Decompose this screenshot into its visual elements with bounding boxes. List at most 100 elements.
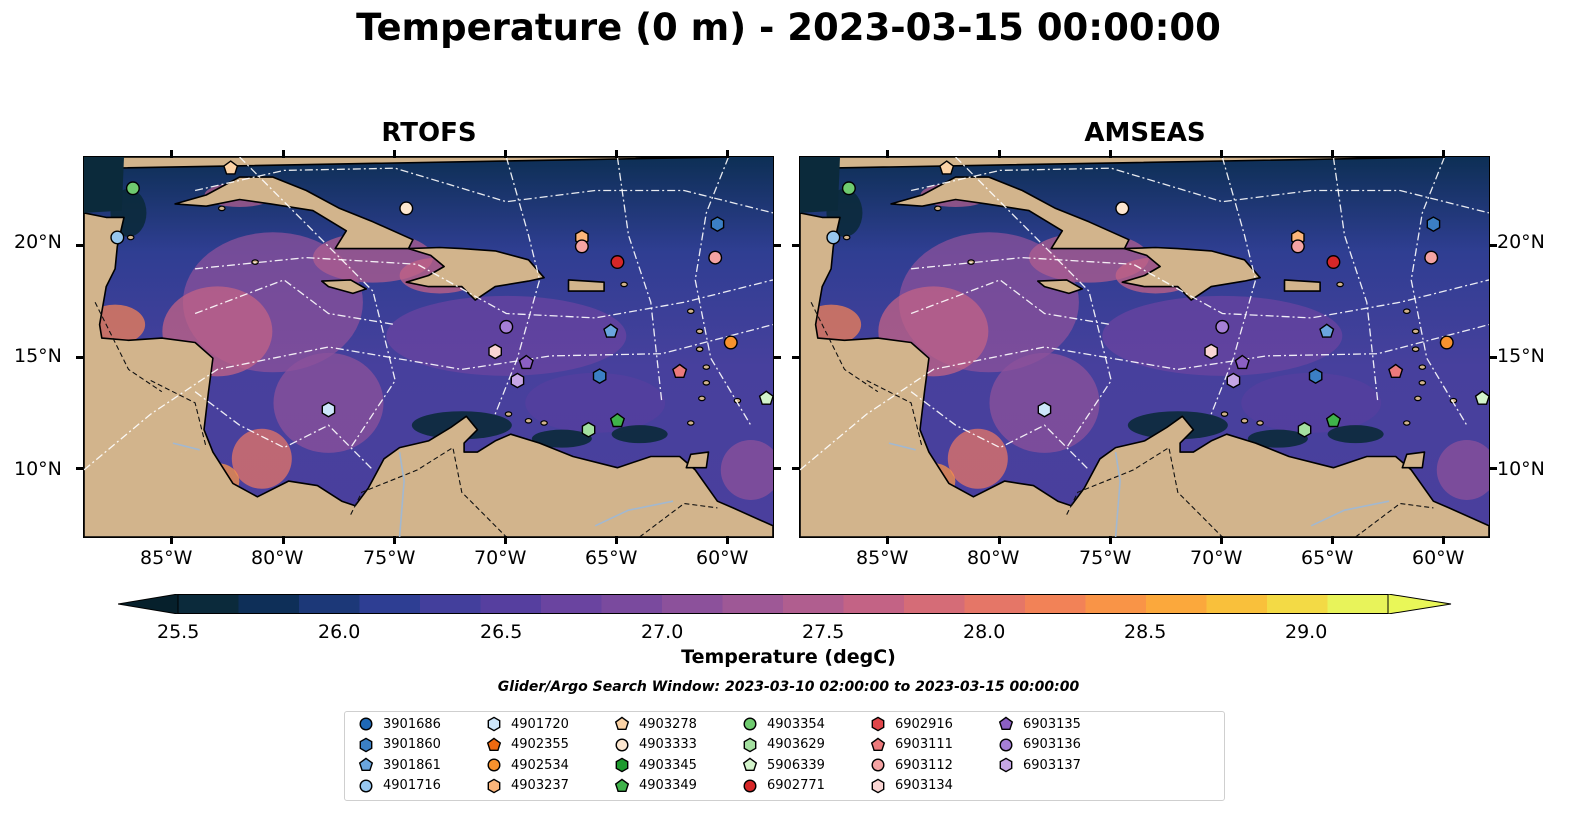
pentagon-marker-icon [614,778,630,792]
legend-label: 4901716 [383,778,441,793]
circle-marker-icon [999,737,1013,752]
legend-entry: 3901861 [358,755,441,775]
legend-entry: 4903278 [614,714,697,734]
island [540,420,548,426]
island [934,205,942,212]
colorbar-bin [601,594,663,614]
cold-water-patch [1247,429,1308,448]
float-marker [603,323,619,338]
legend-entry: 4903349 [614,776,697,796]
colorbar-bin [662,594,724,614]
pentagon-marker-icon [998,716,1014,731]
island [1418,364,1427,370]
float-marker [723,335,738,350]
hexagon-marker-icon [487,716,501,732]
colorbar-bin [178,594,240,614]
float-marker [510,372,525,389]
land-mass [321,279,368,295]
island [702,379,711,386]
float-marker [223,160,239,175]
hexagon-marker-icon [359,737,373,752]
country-border [1066,446,1223,537]
map-amseas[interactable] [799,156,1490,538]
land-mass [84,212,773,537]
hexagon-marker-icon [743,737,757,752]
colorbar-bin [359,594,421,614]
float-marker [672,363,688,379]
eez-boundary [195,256,773,319]
land-mass [405,246,545,301]
legend-entry: 6903111 [870,735,953,755]
island [1414,395,1422,402]
circle-marker-icon [871,758,885,772]
lon-tick-mark [1330,536,1334,544]
lon-tick-label: 85°W [856,547,909,569]
float-marker [610,255,625,270]
colorbar-bin [299,594,361,614]
hexagon-marker-icon [359,737,373,752]
lat-tick-label: 10°N [14,458,62,480]
colorbar-tick-label: 27.5 [802,621,845,643]
legend-entry: 6903137 [998,755,1081,775]
lon-tick-mark [1219,150,1223,158]
lat-tick-mark [792,467,800,471]
pentagon-marker-icon [870,737,886,751]
circle-marker-icon [487,758,501,772]
hexagon-marker-icon [871,778,885,793]
island [967,259,975,265]
colorbar-bin [480,594,542,614]
legend: 3901686 3901860 3901861 4901716 4901720 49023… [344,711,1225,801]
legend-entry: 4901720 [486,714,569,734]
lon-tick-label: 60°W [1412,547,1465,569]
lat-tick-label: 20°N [1497,231,1545,253]
search-window-caption: Glider/Argo Search Window: 2023-03-10 02… [497,679,1080,695]
hexagon-marker-icon [999,757,1013,773]
island [1336,281,1344,288]
float-marker [1326,255,1341,270]
island [686,308,695,315]
circle-marker-icon [359,717,373,731]
colorbar-title: Temperature (degC) [681,646,896,668]
float-marker [1215,319,1230,334]
lon-tick-mark [997,150,1001,158]
warm-water-patch [947,428,1008,489]
colorbar-bin [783,594,845,614]
lat-tick-label: 15°N [14,345,62,367]
colorbar [118,594,1452,614]
float-marker [841,181,856,196]
colorbar-bin [1085,594,1147,614]
lon-tick-label: 65°W [1301,547,1354,569]
lat-tick-mark [76,467,84,471]
legend-label: 4903354 [767,716,825,732]
colorbar-tick-label: 29.0 [1285,621,1328,643]
lat-tick-mark [1489,243,1497,247]
float-marker [592,368,607,385]
lon-tick-mark [281,150,285,158]
lat-tick-mark [773,467,781,471]
island [504,411,513,417]
map-rtofs[interactable] [83,156,774,538]
lon-tick-mark [1442,150,1446,158]
lon-tick-mark [886,150,890,158]
float-marker [1204,343,1218,360]
river [398,451,405,537]
float-marker [1297,421,1312,438]
eez-boundary [239,157,396,448]
river [594,500,674,527]
lon-tick-mark [1330,150,1334,158]
float-marker [1474,390,1489,405]
pentagon-marker-icon [486,737,502,751]
pentagon-marker-icon [614,778,630,792]
lon-tick-label: 65°W [585,547,638,569]
river [172,442,200,451]
float-marker [1115,201,1130,216]
pentagon-marker-icon [358,757,374,772]
lon-tick-mark [726,536,730,544]
float-marker [939,160,955,175]
colorbar-bin [722,594,784,614]
cold-water-patch [611,425,668,444]
legend-label: 4902355 [511,737,569,752]
legend-entry: 6902916 [870,714,953,734]
lon-tick-label: 80°W [967,547,1020,569]
lon-tick-mark [997,536,1001,544]
